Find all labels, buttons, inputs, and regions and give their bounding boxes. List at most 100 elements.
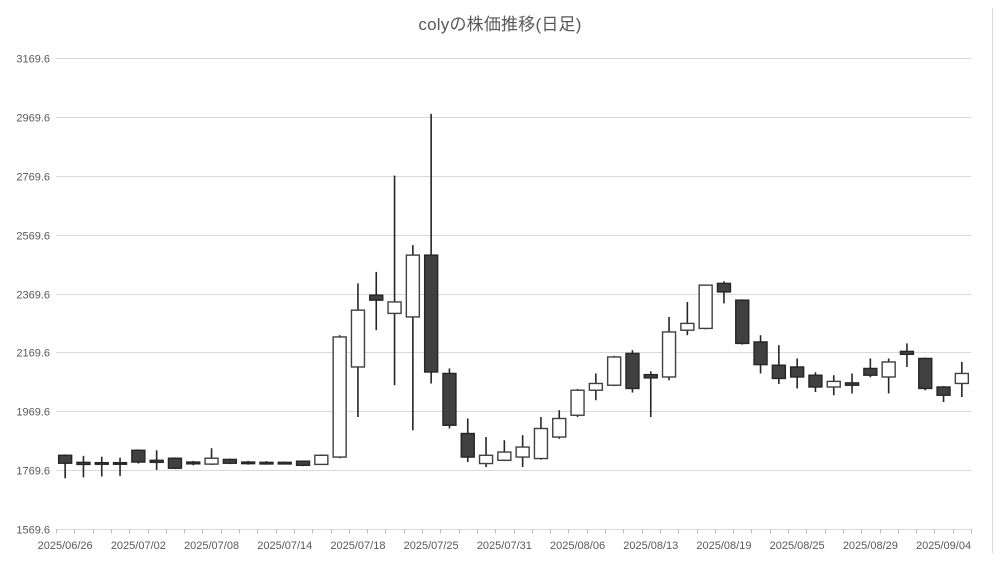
candle-up <box>698 284 713 330</box>
y-axis-label: 2769.6 <box>16 172 50 184</box>
candle-body <box>131 449 146 463</box>
x-axis-label: 2025/07/02 <box>111 540 166 552</box>
candle-down <box>295 460 311 467</box>
candle-up <box>552 410 567 439</box>
candle-body <box>533 427 549 460</box>
candle-down <box>808 372 823 392</box>
candle-body <box>936 386 951 396</box>
y-axis-label: 2169.6 <box>16 348 50 360</box>
candle-body <box>643 373 658 379</box>
candle-up <box>606 355 622 387</box>
chart-title: colyの株価推移(日足) <box>418 15 582 34</box>
candle-body <box>771 364 787 380</box>
candle-down <box>222 458 238 465</box>
candle-up <box>954 361 970 398</box>
y-axis-label: 2569.6 <box>16 231 50 243</box>
candle-body <box>716 282 732 293</box>
candle-body <box>442 372 457 426</box>
y-axis-label: 1569.6 <box>16 525 50 537</box>
x-axis-tick-group <box>56 529 972 534</box>
x-axis-label: 2025/09/04 <box>916 540 971 552</box>
candle-up <box>497 440 512 462</box>
candle-down <box>186 460 201 466</box>
candle-body <box>570 389 585 416</box>
candle-body <box>588 382 604 391</box>
candle-down <box>863 358 878 378</box>
candle-body <box>186 461 201 465</box>
candle-down <box>149 450 164 471</box>
candle-down <box>76 455 91 478</box>
candle-body <box>295 460 311 466</box>
x-axis-label: 2025/08/29 <box>843 540 898 552</box>
candle-body <box>423 254 439 373</box>
candle-body <box>478 454 494 465</box>
candle-down <box>716 281 732 304</box>
candle-body <box>680 322 695 331</box>
candle-body <box>826 380 841 388</box>
candle-body <box>899 350 915 356</box>
candle-down <box>369 271 384 331</box>
x-axis-label: 2025/07/18 <box>330 540 385 552</box>
candle-body <box>954 372 970 385</box>
candle-body <box>94 461 109 465</box>
candle-body <box>881 361 896 378</box>
candle-down <box>753 335 768 374</box>
candle-body <box>222 458 238 464</box>
candle-down <box>789 358 805 389</box>
candle-down <box>936 386 951 403</box>
candle-down <box>57 454 73 479</box>
candle-body <box>76 461 91 466</box>
candle-up <box>204 448 219 466</box>
x-axis-label: 2025/08/13 <box>623 540 678 552</box>
candle-down <box>277 461 292 465</box>
candle-body <box>460 432 475 458</box>
candle-body <box>405 254 421 318</box>
candle-down <box>94 456 109 477</box>
candle-body <box>497 451 512 461</box>
candle-down <box>131 449 146 464</box>
x-axis-label: 2025/07/08 <box>184 540 239 552</box>
x-axis-label-group: 2025/06/26 2025/07/02 2025/07/08 2025/07/14… <box>38 540 971 552</box>
x-axis-label: 2025/06/26 <box>38 540 93 552</box>
y-axis-label: 1769.6 <box>16 466 50 478</box>
candle-body <box>112 461 128 465</box>
x-axis-label: 2025/08/25 <box>770 540 825 552</box>
candle-up <box>680 301 695 336</box>
candle-body <box>259 461 274 465</box>
candle-body <box>387 301 402 315</box>
candle-body <box>167 457 183 469</box>
candle-down <box>735 299 750 345</box>
candle-down <box>460 418 475 463</box>
candle-body <box>350 309 366 368</box>
candle-down <box>918 357 933 391</box>
candle-up <box>350 283 366 418</box>
candle-up <box>387 175 402 386</box>
x-axis-label: 2025/08/19 <box>696 540 751 552</box>
candle-body <box>332 336 347 458</box>
candle-up <box>588 373 604 401</box>
candle-up <box>570 389 585 418</box>
candle-body <box>57 454 73 464</box>
y-axis-label: 2969.6 <box>16 113 50 125</box>
candle-body <box>515 446 530 458</box>
candle-body <box>314 454 329 466</box>
candle-down <box>844 373 860 394</box>
candle-up <box>661 316 677 381</box>
candle-up <box>332 335 347 459</box>
candle-body <box>552 417 567 438</box>
candle-body <box>240 461 256 465</box>
candle-body <box>863 367 878 376</box>
x-axis-label: 2025/08/06 <box>550 540 605 552</box>
candle-down <box>423 113 439 384</box>
candle-down <box>643 371 658 418</box>
candle-down <box>240 460 256 465</box>
candle-up <box>515 435 530 468</box>
candle-body <box>149 459 164 464</box>
y-axis-label: 1969.6 <box>16 407 50 419</box>
candle-up <box>405 245 421 431</box>
y-axis-label: 3169.6 <box>16 54 50 66</box>
x-axis-label: 2025/07/25 <box>404 540 459 552</box>
candle-down <box>771 345 787 385</box>
